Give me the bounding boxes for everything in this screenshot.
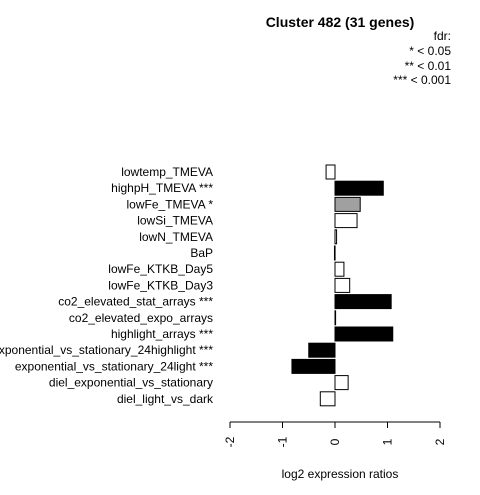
bar: [334, 310, 337, 326]
x-tick-label: 0: [328, 438, 342, 445]
bar: [334, 213, 358, 229]
bar: [334, 180, 384, 196]
category-label: diel_exponential_vs_stationary: [49, 376, 213, 390]
bar: [334, 326, 394, 342]
bar: [319, 391, 336, 407]
category-label: lowFe_KTKB_Day3: [108, 278, 213, 292]
x-tick-label: -2: [223, 436, 237, 447]
legend-entry-1: * < 0.05: [409, 44, 451, 58]
x-axis-label: log2 expression ratios: [282, 467, 399, 481]
category-labels: lowtemp_TMEVA highpH_TMEVA *** lowFe_TMEVA…: [0, 165, 214, 406]
legend-entry-2: ** < 0.01: [405, 59, 452, 73]
x-tick-label: 2: [433, 438, 447, 445]
category-label: lowN_TMEVA: [139, 230, 213, 244]
legend-title: fdr:: [434, 29, 451, 43]
category-label: exponential_vs_stationary_24highlight **…: [0, 343, 213, 357]
x-axis: -2 -1 0 1 2: [223, 421, 447, 447]
bar: [334, 375, 349, 391]
bar: [333, 245, 336, 261]
category-label: lowFe_TMEVA *: [127, 197, 214, 211]
bar: [308, 342, 336, 358]
bar: [334, 294, 392, 310]
category-label: lowtemp_TMEVA: [121, 165, 213, 179]
category-label: co2_elevated_expo_arrays: [69, 311, 213, 325]
bar: [334, 277, 351, 293]
category-label: BaP: [190, 246, 213, 260]
legend: fdr: * < 0.05 ** < 0.01 *** < 0.001: [393, 29, 451, 87]
category-label: diel_light_vs_dark: [117, 392, 214, 406]
chart-title: Cluster 482 (31 genes): [266, 14, 415, 30]
category-label: exponential_vs_stationary_24light ***: [15, 359, 213, 373]
bars: [291, 164, 394, 407]
category-label: highlight_arrays ***: [111, 327, 213, 341]
category-label: highpH_TMEVA ***: [111, 181, 213, 195]
bar: [334, 229, 338, 245]
bar: [291, 358, 336, 374]
category-label: lowSi_TMEVA: [137, 214, 213, 228]
bar: [325, 164, 336, 180]
x-tick-label: 1: [381, 438, 395, 445]
bar: [334, 261, 345, 277]
x-tick-label: -1: [276, 436, 290, 447]
category-label: co2_elevated_stat_arrays ***: [58, 295, 213, 309]
category-label: lowFe_KTKB_Day5: [108, 262, 213, 276]
legend-entry-3: *** < 0.001: [393, 73, 451, 87]
bar: [334, 196, 361, 212]
